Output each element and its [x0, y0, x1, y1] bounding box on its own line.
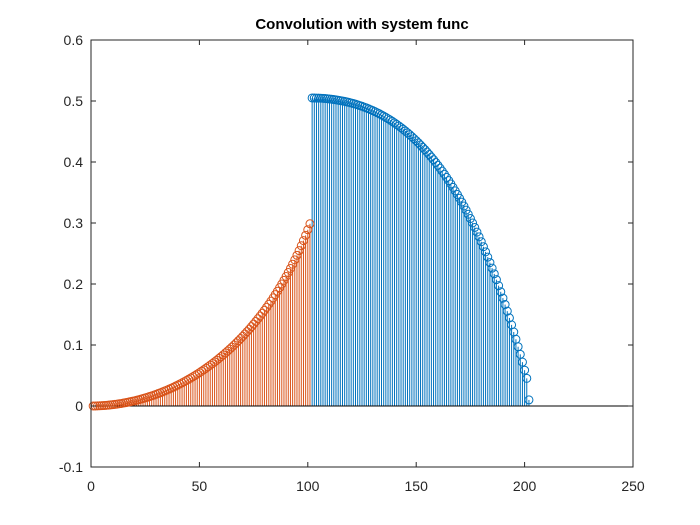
y-tick-label: -0.1 [59, 459, 83, 475]
stem-marker-s1-98 [520, 365, 530, 375]
stem-marker-s0-100 [305, 219, 315, 229]
stem-marker-s1-83 [487, 263, 497, 273]
y-tick-label: 0.4 [64, 154, 84, 170]
stem-marker-s1-34 [381, 112, 391, 122]
stem-marker-s0-81 [264, 299, 274, 309]
stem-marker-s1-89 [500, 300, 510, 310]
chart-title: Convolution with system func [255, 16, 468, 33]
stem-marker-s0-96 [296, 241, 306, 251]
stem-marker-s1-33 [379, 111, 389, 121]
axes-box [90, 39, 634, 468]
stem-lines [94, 97, 530, 406]
stem-marker-s1-88 [498, 293, 508, 303]
stem-marker-s1-56 [429, 155, 439, 165]
x-tick-label: 50 [192, 478, 208, 494]
stem-marker-s1-57 [431, 157, 441, 167]
y-tick-label: 0 [75, 398, 83, 414]
y-tick-label: 0.6 [64, 32, 84, 48]
stem-marker-s0-45 [186, 373, 196, 383]
stem-marker-s0-47 [190, 370, 200, 380]
x-axis-ticks: 0 50 100 150 200 250 [87, 40, 645, 494]
stem-marker-s0-79 [259, 305, 269, 315]
stem-marker-s1-75 [470, 222, 480, 232]
stem-marker-s0-74 [249, 319, 259, 329]
stem-marker-s1-59 [435, 163, 445, 173]
y-tick-label: 0.3 [64, 215, 84, 231]
stem-marker-s0-75 [251, 316, 261, 326]
stem-marker-s0-93 [290, 255, 300, 265]
stem-marker-s0-95 [294, 246, 304, 256]
x-tick-label: 100 [296, 478, 320, 494]
stem-marker-s0-91 [285, 263, 295, 273]
stem-marker-s1-81 [483, 252, 493, 262]
stem-markers [88, 93, 534, 411]
x-tick-label: 250 [621, 478, 645, 494]
stem-marker-s1-78 [476, 237, 486, 247]
stem-marker-s1-35 [383, 114, 393, 124]
stem-marker-s1-90 [502, 306, 512, 316]
y-tick-label: 0.5 [64, 93, 84, 109]
stem-marker-s1-86 [494, 281, 504, 291]
stem-marker-s1-80 [481, 247, 491, 257]
stem-marker-s0-99 [303, 225, 313, 235]
stem-marker-s1-74 [468, 218, 478, 228]
stem-marker-s1-73 [465, 214, 475, 224]
stem-marker-s0-44 [184, 374, 194, 384]
stem-marker-s1-84 [489, 269, 499, 279]
stem-marker-s1-97 [517, 357, 527, 367]
stem-marker-s1-72 [463, 209, 473, 219]
x-tick-label: 150 [405, 478, 429, 494]
y-tick-label: 0.1 [64, 337, 84, 353]
stem-marker-s1-77 [474, 232, 484, 242]
stem-marker-s0-80 [262, 302, 272, 312]
stem-marker-s0-92 [288, 259, 298, 269]
stem-marker-s0-94 [292, 250, 302, 260]
stem-marker-s1-87 [496, 287, 506, 297]
stem-marker-s0-76 [253, 314, 263, 324]
stem-marker-s1-100 [524, 395, 534, 405]
stem-marker-s1-79 [478, 242, 488, 252]
stem-marker-s1-55 [426, 152, 436, 162]
y-tick-label: 0.2 [64, 276, 84, 292]
stem-marker-s0-98 [301, 230, 311, 240]
x-tick-label: 0 [87, 478, 95, 494]
stem-marker-s0-97 [298, 236, 308, 246]
stem-marker-s1-99 [522, 373, 532, 383]
stem-marker-s0-77 [255, 311, 265, 321]
stem-marker-s1-91 [504, 313, 514, 323]
stem-marker-s1-60 [437, 166, 447, 176]
stem-marker-s1-85 [491, 275, 501, 285]
stem-marker-s1-58 [433, 160, 443, 170]
stem-marker-s1-71 [461, 205, 471, 215]
stem-marker-s0-46 [188, 372, 198, 382]
stem-marker-s1-82 [485, 258, 495, 268]
stem-marker-s0-78 [257, 308, 267, 318]
stem-marker-s1-76 [472, 227, 482, 237]
y-axis-ticks: -0.1 0 0.1 0.2 0.3 0.4 0.5 0.6 [59, 32, 633, 475]
x-tick-label: 200 [513, 478, 537, 494]
